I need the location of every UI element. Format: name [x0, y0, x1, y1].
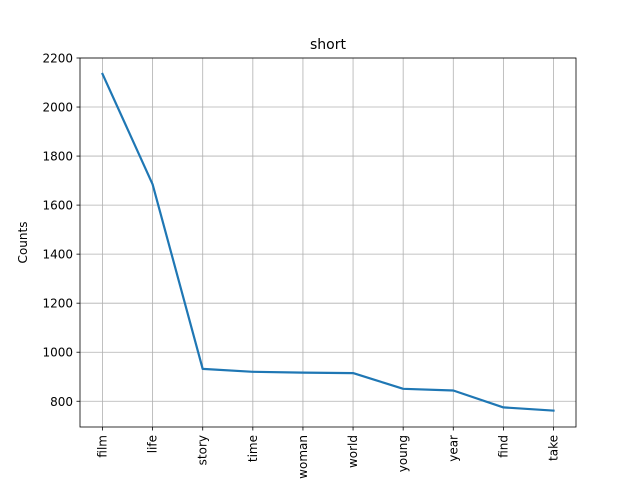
x-tick-label: world — [346, 435, 360, 468]
y-tick-label: 800 — [50, 395, 73, 409]
x-tick-label: find — [496, 435, 510, 458]
x-tick-label: take — [547, 435, 561, 461]
x-tick-label: film — [96, 435, 110, 458]
plot-frame — [79, 57, 577, 428]
y-tick-label: 1000 — [42, 346, 73, 360]
y-axis-ticks: 800 1000 1200 1400 1600 1800 2000 2200 — [42, 52, 80, 409]
x-tick-label: story — [196, 435, 210, 465]
x-tick-label: year — [446, 435, 460, 462]
y-axis-label: Counts — [16, 222, 30, 264]
x-tick-label: woman — [296, 435, 310, 479]
chart-title: short — [310, 37, 346, 53]
x-axis-ticks: film life story time woman world young year find… — [96, 427, 561, 479]
y-tick-label: 1800 — [42, 150, 73, 164]
y-tick-label: 2200 — [42, 52, 73, 66]
series-layer — [101, 72, 555, 412]
y-tick-label: 1200 — [42, 297, 73, 311]
series-line — [101, 72, 555, 412]
y-tick-label: 2000 — [42, 101, 73, 115]
x-tick-label: time — [246, 435, 260, 462]
x-tick-label: young — [396, 435, 410, 472]
y-tick-label: 1600 — [42, 199, 73, 213]
x-tick-label: life — [146, 435, 160, 453]
y-tick-label: 1400 — [42, 248, 73, 262]
